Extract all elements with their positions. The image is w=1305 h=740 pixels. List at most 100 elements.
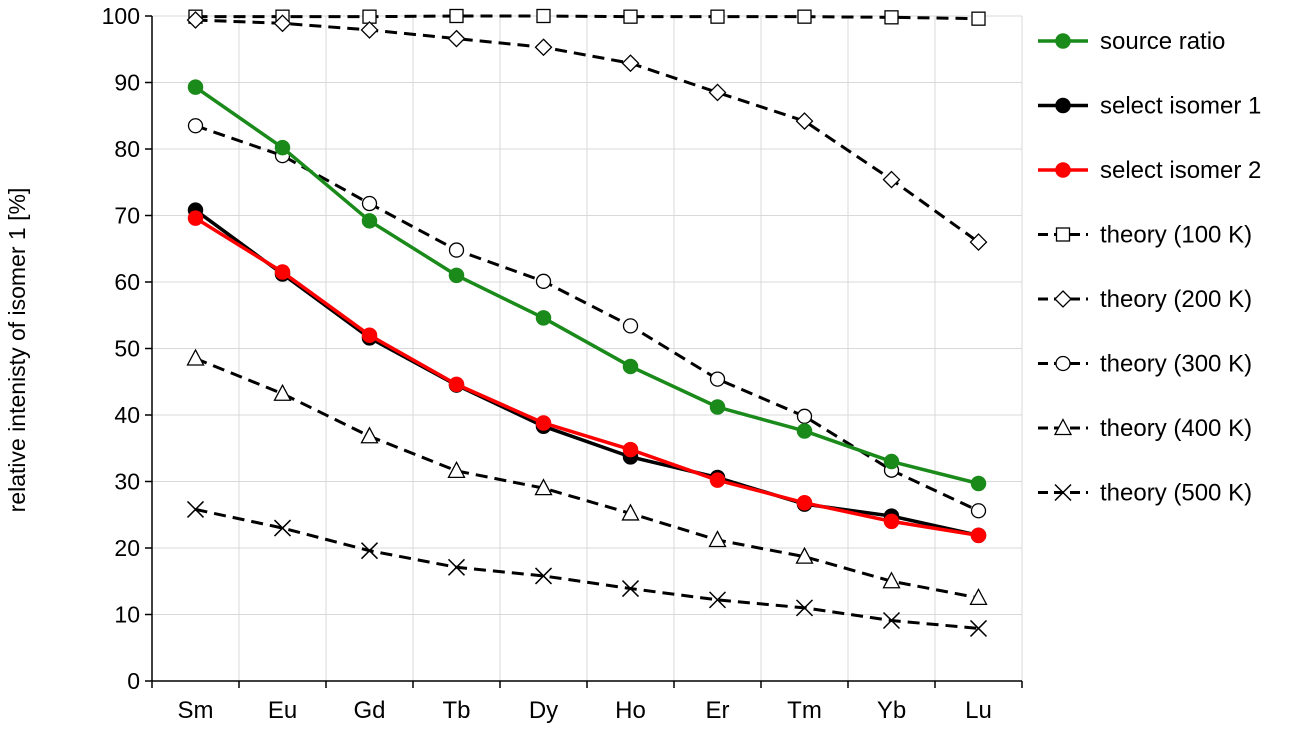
data-point xyxy=(360,21,379,39)
data-point xyxy=(534,38,553,57)
legend-label: theory (100 K) xyxy=(1100,222,1252,249)
data-point xyxy=(884,10,899,25)
series-line xyxy=(195,14,979,21)
marker-stroke xyxy=(1054,483,1072,502)
legend-item: source ratio xyxy=(1038,28,1225,55)
legend-marker xyxy=(1055,162,1071,178)
data-point xyxy=(882,611,901,630)
legend-item: select isomer 2 xyxy=(1038,157,1261,184)
x-tick-label: Dy xyxy=(529,697,558,724)
series-0 xyxy=(187,79,987,492)
y-axis-label: relative intenisty of isomer 1 [%] xyxy=(4,188,30,513)
legend-item: theory (500 K) xyxy=(1038,480,1252,507)
y-tick-label: 70 xyxy=(114,203,140,229)
y-tick-label: 40 xyxy=(114,402,140,428)
data-point xyxy=(187,79,204,95)
legend-item: theory (200 K) xyxy=(1038,286,1252,313)
legend-item: select isomer 1 xyxy=(1038,93,1261,120)
data-point xyxy=(273,383,292,401)
axis-layer: 0 10 20 30 40 50 60 70 80 90 100 Sm Eu Gd Tb Dy Ho Er Tm Yb… xyxy=(102,3,1023,724)
marker-stroke xyxy=(534,567,553,585)
data-point xyxy=(273,519,292,537)
marker-stroke xyxy=(273,519,292,537)
y-tick-label: 30 xyxy=(114,469,140,495)
x-tick-label: Sm xyxy=(178,697,214,724)
data-point xyxy=(623,9,638,24)
data-point xyxy=(361,195,378,212)
legend-item: theory (300 K) xyxy=(1038,351,1252,378)
x-tick-label: Yb xyxy=(877,697,906,724)
data-point xyxy=(797,9,812,24)
series-line xyxy=(194,208,979,538)
data-point xyxy=(273,14,292,33)
data-point xyxy=(708,591,727,609)
x-tick-label: Er xyxy=(706,697,730,724)
data-point xyxy=(534,478,553,496)
data-point xyxy=(883,513,900,530)
data-point xyxy=(187,210,204,226)
y-tick-label: 0 xyxy=(127,668,140,694)
legend-marker xyxy=(1054,290,1072,308)
data-point xyxy=(969,233,988,252)
x-tick-label: Tb xyxy=(442,697,470,724)
legend-label: theory (300 K) xyxy=(1100,351,1252,378)
data-point xyxy=(621,54,640,73)
series-line xyxy=(195,18,980,244)
data-point xyxy=(709,399,726,415)
data-point xyxy=(708,530,727,548)
data-point xyxy=(622,358,639,375)
data-point xyxy=(971,11,986,26)
data-point xyxy=(710,9,725,24)
series-line xyxy=(194,216,979,538)
y-tick-label: 60 xyxy=(114,269,140,295)
legend-label: source ratio xyxy=(1100,28,1225,55)
legend-label: select isomer 2 xyxy=(1100,157,1261,184)
data-point xyxy=(970,503,987,519)
data-point xyxy=(447,29,466,48)
series-line xyxy=(194,357,979,600)
data-point xyxy=(447,558,466,576)
legend-label: theory (500 K) xyxy=(1100,480,1252,507)
data-point xyxy=(536,8,551,24)
legend-marker xyxy=(1055,97,1071,114)
x-tick-label: Tm xyxy=(787,697,822,724)
data-point xyxy=(361,327,378,343)
data-point xyxy=(534,567,553,585)
marker-stroke xyxy=(708,591,727,609)
data-point xyxy=(186,11,205,29)
data-point xyxy=(795,599,814,617)
marker-stroke xyxy=(621,580,640,598)
data-point xyxy=(709,371,726,387)
data-point xyxy=(709,472,726,488)
y-tick-label: 80 xyxy=(114,136,140,162)
series-6 xyxy=(186,348,988,606)
data-point xyxy=(621,580,640,598)
x-tick-label: Gd xyxy=(353,697,385,724)
x-tick-label: Lu xyxy=(965,697,992,724)
data-point xyxy=(448,267,465,284)
data-point xyxy=(448,376,465,393)
series-7 xyxy=(186,500,988,637)
data-point xyxy=(882,170,901,189)
series-2 xyxy=(187,210,987,544)
data-point xyxy=(796,495,813,511)
data-point xyxy=(795,112,814,130)
y-tick-label: 50 xyxy=(114,336,140,362)
legend-label: theory (200 K) xyxy=(1100,286,1252,313)
data-point xyxy=(360,426,379,444)
legend-marker xyxy=(1055,33,1071,49)
series-line xyxy=(195,124,980,513)
y-tick-label: 10 xyxy=(114,602,140,628)
legend-item: theory (400 K) xyxy=(1038,415,1252,442)
series-layer xyxy=(186,8,988,637)
legend-item: theory (100 K) xyxy=(1038,222,1252,249)
data-point xyxy=(186,500,205,518)
data-point xyxy=(187,118,204,134)
data-point xyxy=(882,571,901,589)
data-point xyxy=(535,310,552,326)
data-point xyxy=(970,475,987,492)
x-tick-label: Ho xyxy=(615,697,646,724)
legend-marker xyxy=(1055,355,1071,372)
marker-stroke xyxy=(969,619,988,637)
